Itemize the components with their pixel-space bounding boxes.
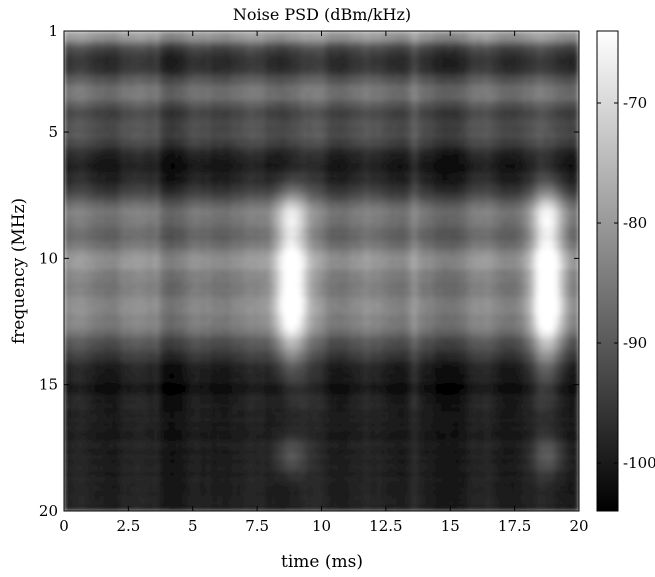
colorbar-tick-label: -100 (623, 454, 655, 472)
x-tick-label: 2.5 (116, 517, 140, 535)
colorbar-tick-label: -90 (623, 334, 647, 352)
y-tick-label: 1 (48, 22, 58, 40)
x-tick-label: 5 (188, 517, 198, 535)
x-tick-label: 10 (312, 517, 331, 535)
x-tick-label: 15 (441, 517, 460, 535)
y-axis-label: frequency (MHz) (9, 198, 29, 344)
y-tick-label: 5 (48, 123, 58, 141)
heatmap-plot-area (63, 30, 580, 512)
x-axis: 0 2.5 5 7.5 10 12.5 15 17.5 20 (59, 31, 589, 535)
heatmap-image (64, 31, 579, 511)
x-tick-label: 17.5 (498, 517, 531, 535)
colorbar-tick-label: -80 (623, 214, 647, 232)
colorbar-tick-label: -70 (623, 94, 647, 112)
x-tick-label: 0 (59, 517, 69, 535)
colorbar: -70 -80 -90 -100 (596, 30, 655, 512)
x-axis-label: time (ms) (281, 552, 363, 572)
chart-title: Noise PSD (dBm/kHz) (233, 5, 411, 24)
x-tick-label: 7.5 (245, 517, 269, 535)
y-tick-label: 10 (39, 249, 58, 267)
y-tick-label: 15 (39, 376, 58, 394)
colorbar-gradient (596, 30, 619, 512)
y-tick-label: 20 (39, 502, 58, 520)
x-tick-label: 20 (569, 517, 588, 535)
x-tick-label: 12.5 (369, 517, 402, 535)
